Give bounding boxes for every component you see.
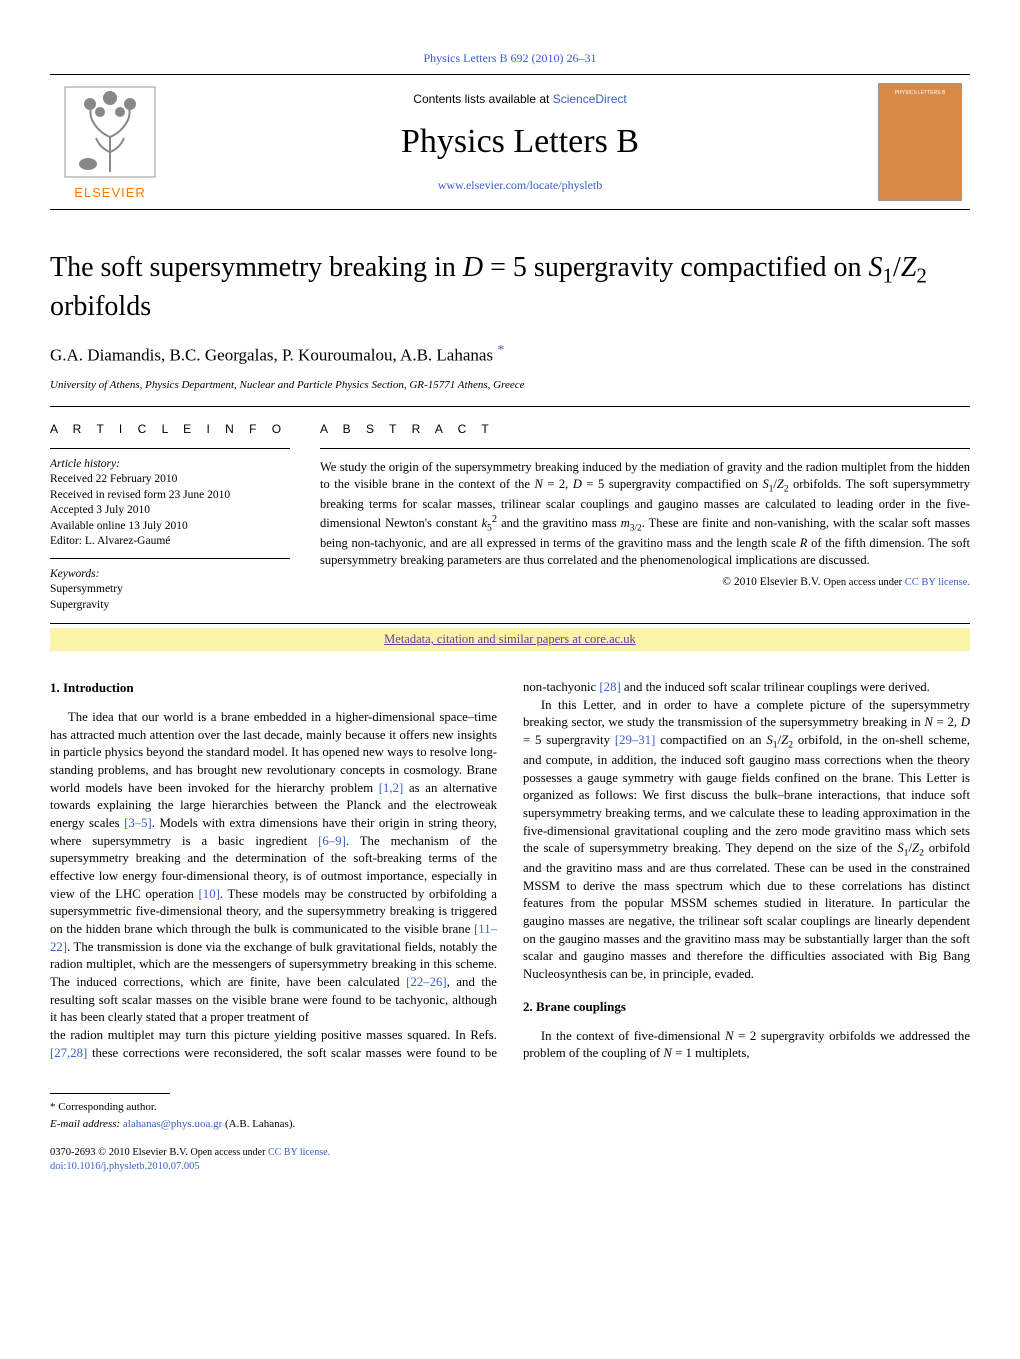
body-paragraph: In this Letter, and in order to have a c…	[523, 697, 970, 984]
history-line: Available online 13 July 2010	[50, 519, 290, 535]
doi-link[interactable]: doi:10.1016/j.physletb.2010.07.005	[50, 1161, 200, 1172]
abstract: A B S T R A C T We study the origin of t…	[320, 421, 970, 613]
copyright: © 2010 Elsevier B.V. Open access under C…	[320, 575, 970, 591]
masthead-center: Contents lists available at ScienceDirec…	[170, 75, 870, 209]
journal-title: Physics Letters B	[180, 119, 860, 165]
corresponding-note: * Corresponding author.	[50, 1100, 970, 1115]
email-label: E-mail address:	[50, 1118, 123, 1130]
keywords-label: Keywords:	[50, 567, 290, 583]
journal-url-link[interactable]: www.elsevier.com/locate/physletb	[438, 178, 603, 192]
article-info: A R T I C L E I N F O Article history: R…	[50, 421, 290, 613]
email-link[interactable]: alahanas@phys.uoa.gr	[123, 1118, 222, 1130]
journal-cover: PHYSICS LETTERS B	[870, 75, 970, 209]
masthead: ELSEVIER Contents lists available at Sci…	[50, 74, 970, 210]
copyright-prefix: © 2010 Elsevier B.V.	[722, 576, 823, 588]
publisher-name: ELSEVIER	[74, 184, 146, 202]
contents-available: Contents lists available at ScienceDirec…	[180, 91, 860, 107]
issn-line: 0370-2693 © 2010 Elsevier B.V. Open acce…	[50, 1146, 970, 1160]
open-access-footer: Open access under	[190, 1147, 267, 1158]
email-suffix: (A.B. Lahanas).	[222, 1118, 295, 1130]
contents-prefix: Contents lists available at	[413, 92, 552, 106]
section-1-heading: 1. Introduction	[50, 679, 497, 697]
keyword: Supersymmetry	[50, 582, 290, 598]
journal-url: www.elsevier.com/locate/physletb	[180, 177, 860, 193]
section-2-heading: 2. Brane couplings	[523, 998, 970, 1016]
email-line: E-mail address: alahanas@phys.uoa.gr (A.…	[50, 1117, 970, 1132]
article-title: The soft supersymmetry breaking in D = 5…	[50, 250, 970, 324]
corr-text: Corresponding author.	[58, 1101, 156, 1113]
core-link[interactable]: Metadata, citation and similar papers at…	[384, 632, 636, 646]
footer: * Corresponding author. E-mail address: …	[50, 1093, 970, 1174]
info-heading: A R T I C L E I N F O	[50, 421, 290, 437]
cc-license-link[interactable]: CC BY license.	[905, 577, 970, 588]
corr-mark-footer: *	[50, 1101, 56, 1113]
citation-link[interactable]: Physics Letters B 692 (2010) 26–31	[424, 51, 597, 65]
keyword: Supergravity	[50, 598, 290, 614]
abstract-heading: A B S T R A C T	[320, 421, 970, 437]
issn-text: 0370-2693 © 2010 Elsevier B.V.	[50, 1147, 190, 1158]
info-abstract-block: A R T I C L E I N F O Article history: R…	[50, 406, 970, 624]
article-body: 1. Introduction The idea that our world …	[50, 679, 970, 1063]
history-label: Article history:	[50, 457, 290, 473]
corresponding-mark[interactable]: *	[497, 343, 504, 358]
elsevier-tree-icon	[60, 82, 160, 182]
authors: G.A. Diamandis, B.C. Georgalas, P. Kouro…	[50, 342, 970, 368]
history-line: Editor: L. Alvarez-Gaumé	[50, 534, 290, 550]
core-banner: Metadata, citation and similar papers at…	[50, 628, 970, 651]
body-paragraph: The idea that our world is a brane embed…	[50, 709, 497, 1027]
history-line: Received 22 February 2010	[50, 472, 290, 488]
abstract-text: We study the origin of the supersymmetry…	[320, 459, 970, 569]
history-line: Accepted 3 July 2010	[50, 503, 290, 519]
footer-meta: 0370-2693 © 2010 Elsevier B.V. Open acce…	[50, 1146, 970, 1174]
affiliation: University of Athens, Physics Department…	[50, 378, 970, 393]
cover-thumb-label: PHYSICS LETTERS B	[878, 83, 962, 201]
publisher-logo: ELSEVIER	[50, 75, 170, 209]
author-names: G.A. Diamandis, B.C. Georgalas, P. Kouro…	[50, 346, 493, 365]
header-citation: Physics Letters B 692 (2010) 26–31	[50, 50, 970, 66]
sciencedirect-link[interactable]: ScienceDirect	[553, 92, 627, 106]
history-line: Received in revised form 23 June 2010	[50, 488, 290, 504]
body-paragraph: In the context of five-dimensional N = 2…	[523, 1028, 970, 1063]
cc-license-footer-link[interactable]: CC BY license.	[268, 1147, 330, 1158]
open-access-text: Open access under	[823, 577, 904, 588]
